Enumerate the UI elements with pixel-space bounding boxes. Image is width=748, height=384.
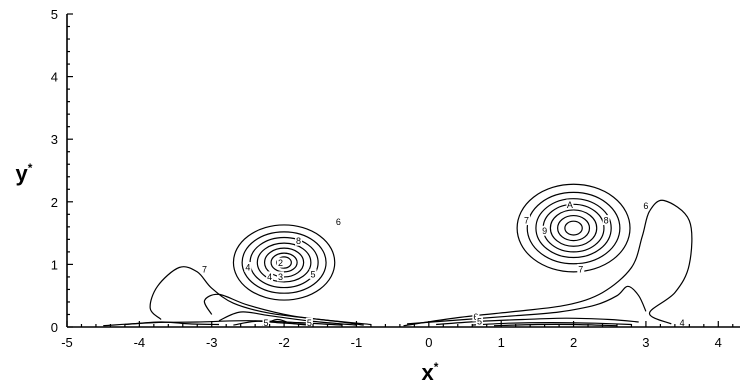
contour-level-label: 8 <box>296 236 301 246</box>
contour-label-background <box>266 271 274 282</box>
contour-label-background <box>472 311 480 322</box>
contour-level-label: 5 <box>311 269 316 279</box>
contour-level-label: 7 <box>578 264 583 274</box>
vortex-contour-ring <box>263 247 305 278</box>
y-tick-label: 1 <box>51 257 58 272</box>
left-wall-contour <box>218 311 357 326</box>
contour-level-label: 3 <box>278 272 283 282</box>
x-tick-label: 4 <box>715 335 722 350</box>
vortex-contour-ring <box>557 214 591 242</box>
right-wall-contour <box>407 285 647 325</box>
right-wall-contour <box>403 199 693 327</box>
vortex-contour-ring <box>535 198 612 259</box>
contour-label-background <box>566 199 574 210</box>
x-tick-label: -5 <box>61 335 73 350</box>
y-tick-label: 5 <box>51 7 58 22</box>
contour-level-label: 2 <box>278 258 283 268</box>
vortex-contour-ring <box>232 224 336 301</box>
contour-label-background <box>642 200 650 211</box>
y-axis-label: y* <box>16 161 33 186</box>
contour-label-background <box>678 317 686 328</box>
contour-level-label: 8 <box>604 216 609 226</box>
x-tick-label: 3 <box>642 335 649 350</box>
left-wall-contour <box>124 321 220 326</box>
y-tick-label: 2 <box>51 195 58 210</box>
contour-lines <box>103 183 693 327</box>
contour-label-background <box>276 257 284 268</box>
x-tick-label: 1 <box>498 335 505 350</box>
contour-label-background <box>309 268 317 279</box>
y-axis-ticks: 0 1 2 3 4 5 <box>51 7 73 335</box>
y-tick-label: 0 <box>51 320 58 335</box>
contour-label-background <box>475 315 483 326</box>
contour-label-background <box>295 235 303 246</box>
vortex-contour-ring <box>542 203 605 253</box>
contour-label-background <box>602 215 610 226</box>
x-tick-label: -4 <box>134 335 146 350</box>
vortex-contour-ring <box>270 252 298 273</box>
vortex-contour-ring <box>241 231 327 294</box>
contour-level-label: 4 <box>267 272 272 282</box>
y-tick-label: 3 <box>51 132 58 147</box>
contour-level-label: 5 <box>263 318 268 328</box>
vortex-contour-ring <box>526 191 621 265</box>
x-tick-label: 0 <box>425 335 432 350</box>
contour-level-label: 5 <box>307 318 312 328</box>
contour-level-label: 6 <box>336 217 341 227</box>
vortex-contour-ring <box>249 236 319 289</box>
contour-label-background <box>262 317 270 328</box>
contour-level-label: 6 <box>643 201 648 211</box>
contour-label-background <box>305 317 313 328</box>
contour-level-label: 6 <box>473 312 478 322</box>
vortex-contour-ring <box>256 242 312 283</box>
contour-label-background <box>523 215 531 226</box>
contour-label-background <box>541 225 549 236</box>
contour-label-background <box>276 271 284 282</box>
contour-level-label: 9 <box>542 226 547 236</box>
vortex-contour-ring <box>549 209 598 247</box>
contour-label-background <box>200 263 208 274</box>
contour-level-label: 7 <box>524 216 529 226</box>
right-wall-contour <box>472 321 632 326</box>
x-axis-ticks: -5 -4 -3 -2 -1 0 1 2 3 4 <box>61 321 734 350</box>
vortex-contour-ring <box>516 183 631 273</box>
right-wall-contour <box>493 323 618 327</box>
vortex-contour-ring <box>564 220 583 236</box>
x-axis-label: x* <box>422 360 439 384</box>
x-tick-label: -3 <box>206 335 218 350</box>
vortex-contour-ring <box>276 256 292 269</box>
contour-label-background <box>577 263 585 274</box>
right-wall-contour <box>436 317 639 326</box>
contour-level-label: 4 <box>680 318 685 328</box>
x-tick-label: -1 <box>351 335 363 350</box>
y-tick-label: 4 <box>51 70 58 85</box>
x-tick-label: 2 <box>570 335 577 350</box>
contour-label-background <box>244 262 252 273</box>
contour-level-label: 4 <box>245 263 250 273</box>
contour-level-label: A <box>567 200 573 210</box>
contour-label-background <box>334 216 342 227</box>
contour-level-label: 7 <box>202 264 207 274</box>
x-tick-label: -2 <box>278 335 290 350</box>
left-wall-contour <box>203 293 364 326</box>
contour-level-label: 5 <box>477 316 482 326</box>
